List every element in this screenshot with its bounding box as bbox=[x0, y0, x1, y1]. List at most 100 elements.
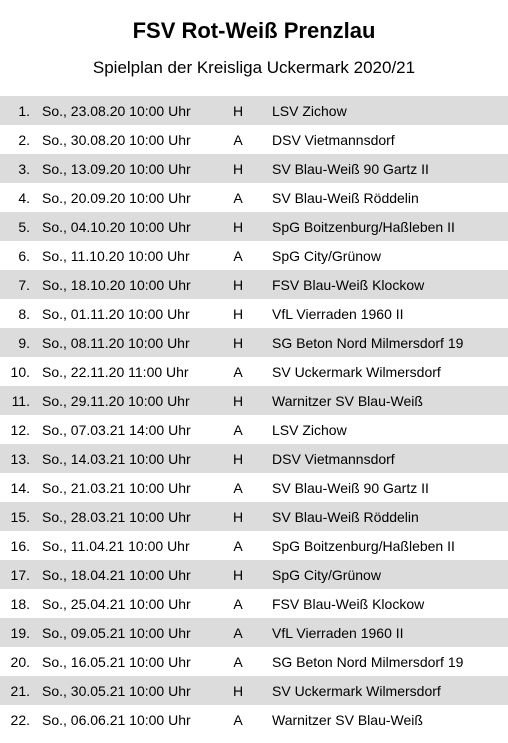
match-number: 15. bbox=[0, 509, 36, 525]
opponent: LSV Zichow bbox=[260, 103, 508, 119]
opponent: Warnitzer SV Blau-Weiß bbox=[260, 393, 508, 409]
match-date: So., 16.05.21 10:00 Uhr bbox=[36, 654, 216, 670]
match-date: So., 22.11.20 11:00 Uhr bbox=[36, 364, 216, 380]
match-date: So., 25.04.21 10:00 Uhr bbox=[36, 596, 216, 612]
table-row: 9.So., 08.11.20 10:00 UhrHSG Beton Nord … bbox=[0, 328, 508, 357]
home-away: A bbox=[216, 132, 260, 148]
match-number: 11. bbox=[0, 393, 36, 409]
opponent: LSV Zichow bbox=[260, 422, 508, 438]
match-date: So., 18.10.20 10:00 Uhr bbox=[36, 277, 216, 293]
opponent: FSV Blau-Weiß Klockow bbox=[260, 277, 508, 293]
match-date: So., 09.05.21 10:00 Uhr bbox=[36, 625, 216, 641]
table-row: 15.So., 28.03.21 10:00 UhrHSV Blau-Weiß … bbox=[0, 502, 508, 531]
match-number: 17. bbox=[0, 567, 36, 583]
home-away: A bbox=[216, 248, 260, 264]
match-number: 9. bbox=[0, 335, 36, 351]
page-subtitle: Spielplan der Kreisliga Uckermark 2020/2… bbox=[0, 58, 508, 78]
match-date: So., 11.10.20 10:00 Uhr bbox=[36, 248, 216, 264]
match-number: 10. bbox=[0, 364, 36, 380]
table-row: 7.So., 18.10.20 10:00 UhrHFSV Blau-Weiß … bbox=[0, 270, 508, 299]
home-away: H bbox=[216, 219, 260, 235]
home-away: A bbox=[216, 190, 260, 206]
match-number: 8. bbox=[0, 306, 36, 322]
opponent: SG Beton Nord Milmersdorf 19 bbox=[260, 654, 508, 670]
match-number: 21. bbox=[0, 683, 36, 699]
match-date: So., 20.09.20 10:00 Uhr bbox=[36, 190, 216, 206]
opponent: SG Beton Nord Milmersdorf 19 bbox=[260, 335, 508, 351]
home-away: A bbox=[216, 596, 260, 612]
opponent: DSV Vietmannsdorf bbox=[260, 451, 508, 467]
table-row: 16.So., 11.04.21 10:00 UhrASpG Boitzenbu… bbox=[0, 531, 508, 560]
match-number: 14. bbox=[0, 480, 36, 496]
home-away: H bbox=[216, 103, 260, 119]
match-date: So., 29.11.20 10:00 Uhr bbox=[36, 393, 216, 409]
home-away: A bbox=[216, 654, 260, 670]
schedule-table: 1.So., 23.08.20 10:00 UhrHLSV Zichow2.So… bbox=[0, 96, 508, 734]
opponent: SpG City/Grünow bbox=[260, 248, 508, 264]
home-away: H bbox=[216, 683, 260, 699]
table-row: 12.So., 07.03.21 14:00 UhrALSV Zichow bbox=[0, 415, 508, 444]
match-date: So., 01.11.20 10:00 Uhr bbox=[36, 306, 216, 322]
opponent: DSV Vietmannsdorf bbox=[260, 132, 508, 148]
schedule-page: FSV Rot-Weiß Prenzlau Spielplan der Krei… bbox=[0, 0, 508, 734]
table-row: 3.So., 13.09.20 10:00 UhrHSV Blau-Weiß 9… bbox=[0, 154, 508, 183]
opponent: SV Uckermark Wilmersdorf bbox=[260, 683, 508, 699]
opponent: VfL Vierraden 1960 II bbox=[260, 306, 508, 322]
home-away: H bbox=[216, 277, 260, 293]
opponent: SpG Boitzenburg/Haßleben II bbox=[260, 219, 508, 235]
match-number: 16. bbox=[0, 538, 36, 554]
opponent: SpG City/Grünow bbox=[260, 567, 508, 583]
match-number: 18. bbox=[0, 596, 36, 612]
match-number: 4. bbox=[0, 190, 36, 206]
table-row: 5.So., 04.10.20 10:00 UhrHSpG Boitzenbur… bbox=[0, 212, 508, 241]
table-row: 20.So., 16.05.21 10:00 UhrASG Beton Nord… bbox=[0, 647, 508, 676]
opponent: SV Blau-Weiß 90 Gartz II bbox=[260, 161, 508, 177]
opponent: SV Uckermark Wilmersdorf bbox=[260, 364, 508, 380]
table-row: 18.So., 25.04.21 10:00 UhrAFSV Blau-Weiß… bbox=[0, 589, 508, 618]
home-away: A bbox=[216, 625, 260, 641]
home-away: A bbox=[216, 538, 260, 554]
table-row: 10.So., 22.11.20 11:00 UhrASV Uckermark … bbox=[0, 357, 508, 386]
match-number: 12. bbox=[0, 422, 36, 438]
match-number: 5. bbox=[0, 219, 36, 235]
home-away: H bbox=[216, 451, 260, 467]
table-row: 13.So., 14.03.21 10:00 UhrHDSV Vietmanns… bbox=[0, 444, 508, 473]
opponent: Warnitzer SV Blau-Weiß bbox=[260, 712, 508, 728]
match-number: 7. bbox=[0, 277, 36, 293]
table-row: 11.So., 29.11.20 10:00 UhrHWarnitzer SV … bbox=[0, 386, 508, 415]
table-row: 21.So., 30.05.21 10:00 UhrHSV Uckermark … bbox=[0, 676, 508, 705]
match-date: So., 14.03.21 10:00 Uhr bbox=[36, 451, 216, 467]
home-away: A bbox=[216, 364, 260, 380]
match-number: 20. bbox=[0, 654, 36, 670]
match-number: 22. bbox=[0, 712, 36, 728]
match-date: So., 11.04.21 10:00 Uhr bbox=[36, 538, 216, 554]
table-row: 6.So., 11.10.20 10:00 UhrASpG City/Grüno… bbox=[0, 241, 508, 270]
opponent: SV Blau-Weiß 90 Gartz II bbox=[260, 480, 508, 496]
match-date: So., 08.11.20 10:00 Uhr bbox=[36, 335, 216, 351]
home-away: H bbox=[216, 393, 260, 409]
table-row: 17.So., 18.04.21 10:00 UhrHSpG City/Grün… bbox=[0, 560, 508, 589]
opponent: SV Blau-Weiß Röddelin bbox=[260, 509, 508, 525]
match-date: So., 06.06.21 10:00 Uhr bbox=[36, 712, 216, 728]
home-away: H bbox=[216, 567, 260, 583]
match-number: 1. bbox=[0, 103, 36, 119]
match-number: 2. bbox=[0, 132, 36, 148]
page-title: FSV Rot-Weiß Prenzlau bbox=[0, 18, 508, 44]
table-row: 22.So., 06.06.21 10:00 UhrAWarnitzer SV … bbox=[0, 705, 508, 734]
table-row: 2.So., 30.08.20 10:00 UhrADSV Vietmannsd… bbox=[0, 125, 508, 154]
match-date: So., 28.03.21 10:00 Uhr bbox=[36, 509, 216, 525]
match-date: So., 04.10.20 10:00 Uhr bbox=[36, 219, 216, 235]
match-date: So., 18.04.21 10:00 Uhr bbox=[36, 567, 216, 583]
match-number: 3. bbox=[0, 161, 36, 177]
match-date: So., 07.03.21 14:00 Uhr bbox=[36, 422, 216, 438]
match-date: So., 30.08.20 10:00 Uhr bbox=[36, 132, 216, 148]
home-away: H bbox=[216, 335, 260, 351]
home-away: A bbox=[216, 480, 260, 496]
opponent: SV Blau-Weiß Röddelin bbox=[260, 190, 508, 206]
match-number: 13. bbox=[0, 451, 36, 467]
opponent: SpG Boitzenburg/Haßleben II bbox=[260, 538, 508, 554]
opponent: FSV Blau-Weiß Klockow bbox=[260, 596, 508, 612]
match-number: 6. bbox=[0, 248, 36, 264]
table-row: 19.So., 09.05.21 10:00 UhrAVfL Vierraden… bbox=[0, 618, 508, 647]
home-away: H bbox=[216, 509, 260, 525]
